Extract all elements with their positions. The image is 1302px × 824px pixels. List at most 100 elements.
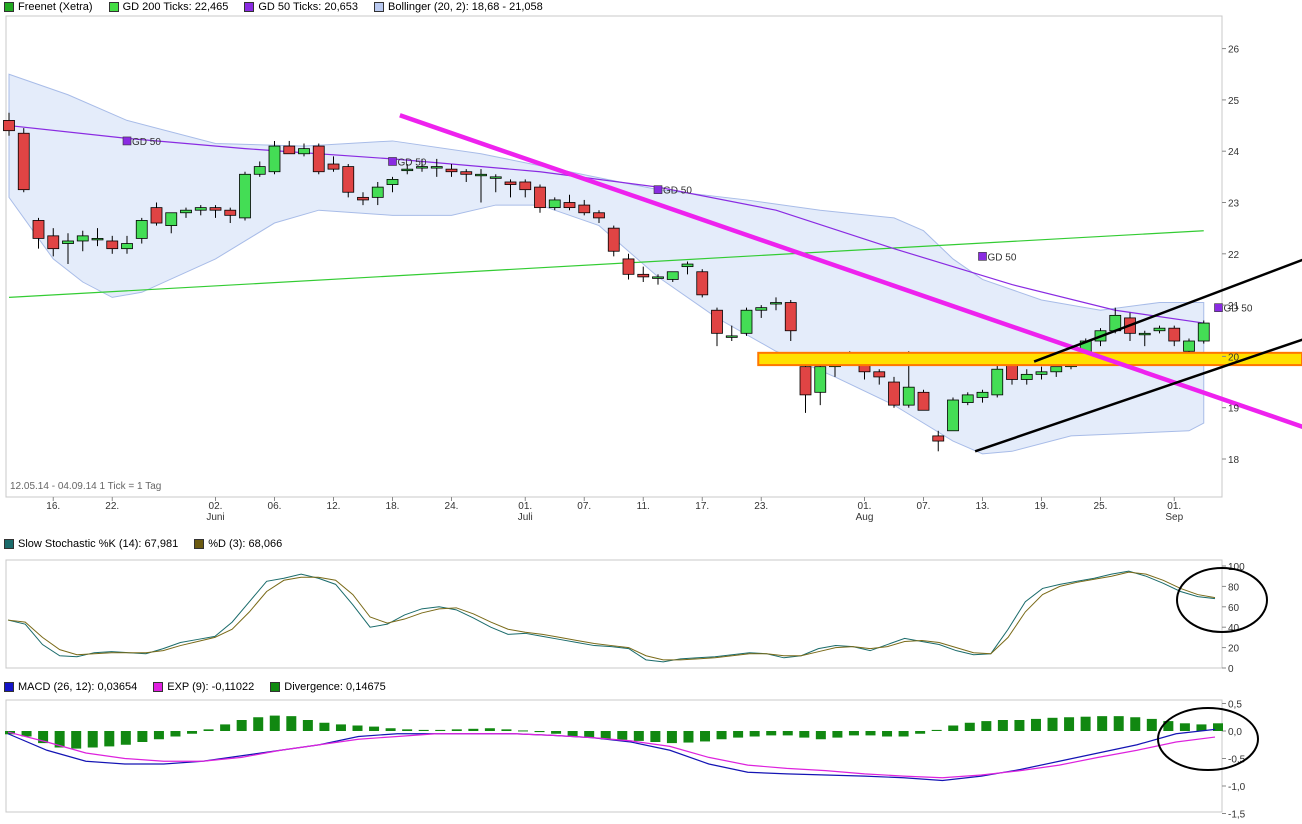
channel-upper-line xyxy=(1033,258,1302,363)
candle xyxy=(17,132,30,191)
divergence-bar xyxy=(700,731,711,742)
date-range-info: 12.05.14 - 04.09.14 1 Tick = 1 Tag xyxy=(10,481,161,492)
candle xyxy=(681,263,694,268)
divergence-bar xyxy=(551,731,562,734)
stoch-d-line xyxy=(7,571,1216,661)
candle xyxy=(652,276,664,279)
candle xyxy=(1035,371,1048,375)
x-tick-month: Juni xyxy=(206,512,224,523)
candle xyxy=(593,212,605,219)
divergence-bar xyxy=(269,715,280,731)
divergence-bar xyxy=(799,731,810,738)
channel-lower-line xyxy=(974,338,1302,453)
divergence-bar xyxy=(1113,716,1124,731)
y-tick-label: 20 xyxy=(1228,352,1240,363)
candle xyxy=(121,243,133,250)
divergence-bar xyxy=(104,731,115,747)
divergence-bar xyxy=(749,731,760,737)
divergence-bar xyxy=(451,729,462,731)
y-tick-label: 19 xyxy=(1228,404,1240,415)
candle xyxy=(711,309,723,334)
divergence-bar xyxy=(733,731,744,738)
divergence-bar xyxy=(815,731,826,740)
divergence-bar xyxy=(369,726,380,731)
x-tick-label: 01. xyxy=(1167,501,1181,512)
divergence-bar xyxy=(1179,723,1190,731)
candle xyxy=(1168,327,1181,342)
candle xyxy=(489,176,502,179)
x-tick-month: Juli xyxy=(518,512,533,523)
candle xyxy=(519,181,532,191)
candle xyxy=(1006,363,1018,380)
divergence-bar xyxy=(203,729,214,731)
candle xyxy=(460,171,473,175)
divergence-bar xyxy=(997,720,1008,731)
divergence-bar xyxy=(517,730,528,732)
candle xyxy=(961,394,974,403)
candle xyxy=(475,173,487,177)
candle xyxy=(209,207,222,211)
legend-label: GD 50 Ticks: 20,653 xyxy=(258,1,359,13)
candle xyxy=(976,391,989,398)
gd50-label: GD 50 xyxy=(663,186,692,197)
divergence-bar xyxy=(1047,717,1058,731)
divergence-bar xyxy=(882,731,893,737)
gd200-line xyxy=(8,230,1204,299)
x-tick-label: 23. xyxy=(754,501,768,512)
divergence-bar xyxy=(54,731,65,748)
stoch-legend-item: Slow Stochastic %K (14): 67,981 xyxy=(4,538,178,550)
divergence-bar xyxy=(948,725,959,731)
legend-swatch xyxy=(374,2,385,12)
divergence-bar xyxy=(501,729,512,731)
x-tick-label: 13. xyxy=(976,501,990,512)
divergence-bar xyxy=(1146,718,1157,731)
candle xyxy=(47,235,60,250)
candle xyxy=(76,235,89,242)
candle xyxy=(357,196,369,201)
y-tick-label: 100 xyxy=(1228,562,1245,573)
legend-swatch xyxy=(108,2,119,12)
divergence-bar xyxy=(187,731,198,734)
y-tick-label: 21 xyxy=(1228,301,1240,312)
candle xyxy=(268,145,281,173)
divergence-bar xyxy=(38,731,49,744)
divergence-bar xyxy=(253,717,264,731)
legend-label: EXP (9): -0,11022 xyxy=(167,681,255,693)
divergence-bar xyxy=(286,716,297,731)
stochastic-panel: 0 20 40 60 80 100 xyxy=(5,559,1268,675)
divergence-bar xyxy=(87,731,98,748)
gd50-label: GD 50 xyxy=(398,157,427,168)
candle xyxy=(534,186,546,209)
x-tick-label: 19. xyxy=(1035,501,1049,512)
legend-label: MACD (26, 12): 0,03654 xyxy=(18,681,138,693)
candle xyxy=(578,204,591,214)
stoch-circle-annotation xyxy=(1176,567,1268,633)
divergence-bar xyxy=(981,721,992,731)
legend-label: Freenet (Xetra) xyxy=(18,1,93,13)
candle xyxy=(91,238,104,241)
divergence-bar xyxy=(1163,721,1174,731)
divergence-bar xyxy=(71,731,82,749)
divergence-bar xyxy=(600,731,611,740)
divergence-bar xyxy=(567,731,578,737)
candle xyxy=(62,240,74,244)
macd-legend: MACD (26, 12): 0,03654 EXP (9): -0,11022 D… xyxy=(4,680,386,694)
legend-label: %D (3): 68,066 xyxy=(208,538,283,550)
divergence-bar xyxy=(898,731,909,737)
gd50-marker xyxy=(122,136,132,146)
candle xyxy=(725,335,738,338)
divergence-bar xyxy=(782,731,793,736)
candle xyxy=(135,220,148,239)
y-tick-label: 18 xyxy=(1228,455,1240,466)
x-tick-label: 24. xyxy=(445,501,459,512)
y-tick-label: 80 xyxy=(1228,582,1240,593)
legend-label: Divergence: 0,14675 xyxy=(284,681,386,693)
x-tick-label: 22. xyxy=(105,501,119,512)
candle xyxy=(1183,340,1195,352)
divergence-bar xyxy=(633,731,644,741)
candle xyxy=(327,163,340,170)
candle xyxy=(1153,327,1166,332)
candle xyxy=(873,371,886,378)
legend-swatch xyxy=(153,682,164,692)
gd50-label: GD 50 xyxy=(1224,304,1253,315)
